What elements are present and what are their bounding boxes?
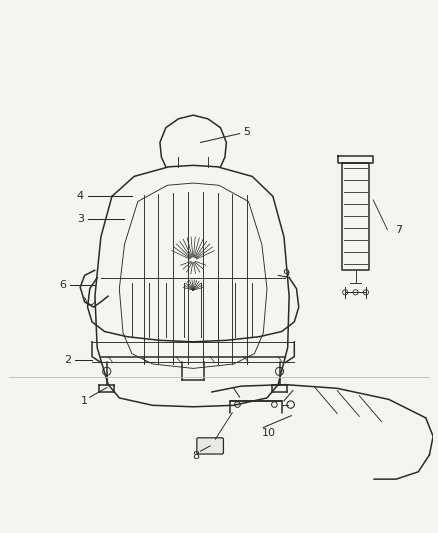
Text: 4: 4 [77,191,84,201]
Text: 5: 5 [244,127,251,137]
Text: 3: 3 [77,214,84,223]
Text: 1: 1 [81,396,88,406]
Text: 6: 6 [59,280,66,290]
FancyBboxPatch shape [197,438,223,454]
Text: 2: 2 [64,356,71,365]
Text: 9: 9 [282,269,289,279]
Text: 10: 10 [262,427,276,438]
Text: 7: 7 [395,224,402,235]
Text: 8: 8 [192,450,199,461]
